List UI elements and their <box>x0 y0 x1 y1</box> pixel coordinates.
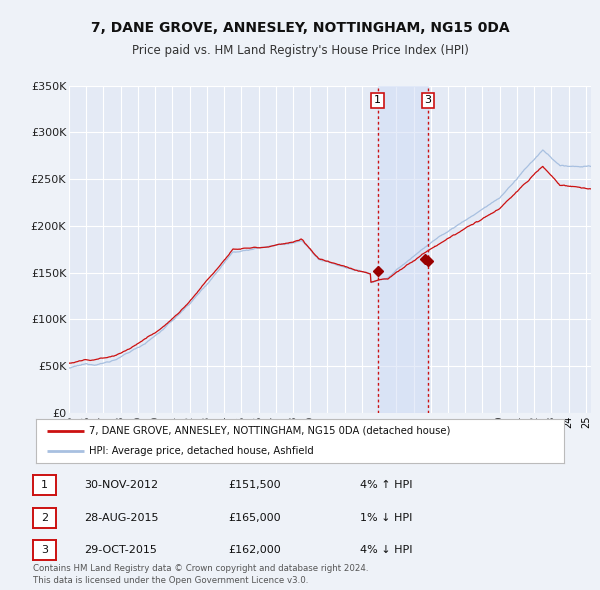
Text: 4% ↓ HPI: 4% ↓ HPI <box>360 545 413 555</box>
Text: 7, DANE GROVE, ANNESLEY, NOTTINGHAM, NG15 0DA (detached house): 7, DANE GROVE, ANNESLEY, NOTTINGHAM, NG1… <box>89 426 450 436</box>
Text: 3: 3 <box>41 545 48 555</box>
Text: 30-NOV-2012: 30-NOV-2012 <box>84 480 158 490</box>
Text: 7, DANE GROVE, ANNESLEY, NOTTINGHAM, NG15 0DA: 7, DANE GROVE, ANNESLEY, NOTTINGHAM, NG1… <box>91 21 509 35</box>
Text: £162,000: £162,000 <box>228 545 281 555</box>
Text: Contains HM Land Registry data © Crown copyright and database right 2024.
This d: Contains HM Land Registry data © Crown c… <box>33 565 368 585</box>
Text: 29-OCT-2015: 29-OCT-2015 <box>84 545 157 555</box>
Text: 2: 2 <box>41 513 48 523</box>
Text: 1% ↓ HPI: 1% ↓ HPI <box>360 513 412 523</box>
Text: £165,000: £165,000 <box>228 513 281 523</box>
Text: 4% ↑ HPI: 4% ↑ HPI <box>360 480 413 490</box>
Text: £151,500: £151,500 <box>228 480 281 490</box>
Text: 1: 1 <box>41 480 48 490</box>
Text: 28-AUG-2015: 28-AUG-2015 <box>84 513 158 523</box>
Text: HPI: Average price, detached house, Ashfield: HPI: Average price, detached house, Ashf… <box>89 446 314 456</box>
Text: Price paid vs. HM Land Registry's House Price Index (HPI): Price paid vs. HM Land Registry's House … <box>131 44 469 57</box>
Text: 1: 1 <box>374 96 381 105</box>
Bar <box>378 86 428 413</box>
Text: 3: 3 <box>424 96 431 105</box>
